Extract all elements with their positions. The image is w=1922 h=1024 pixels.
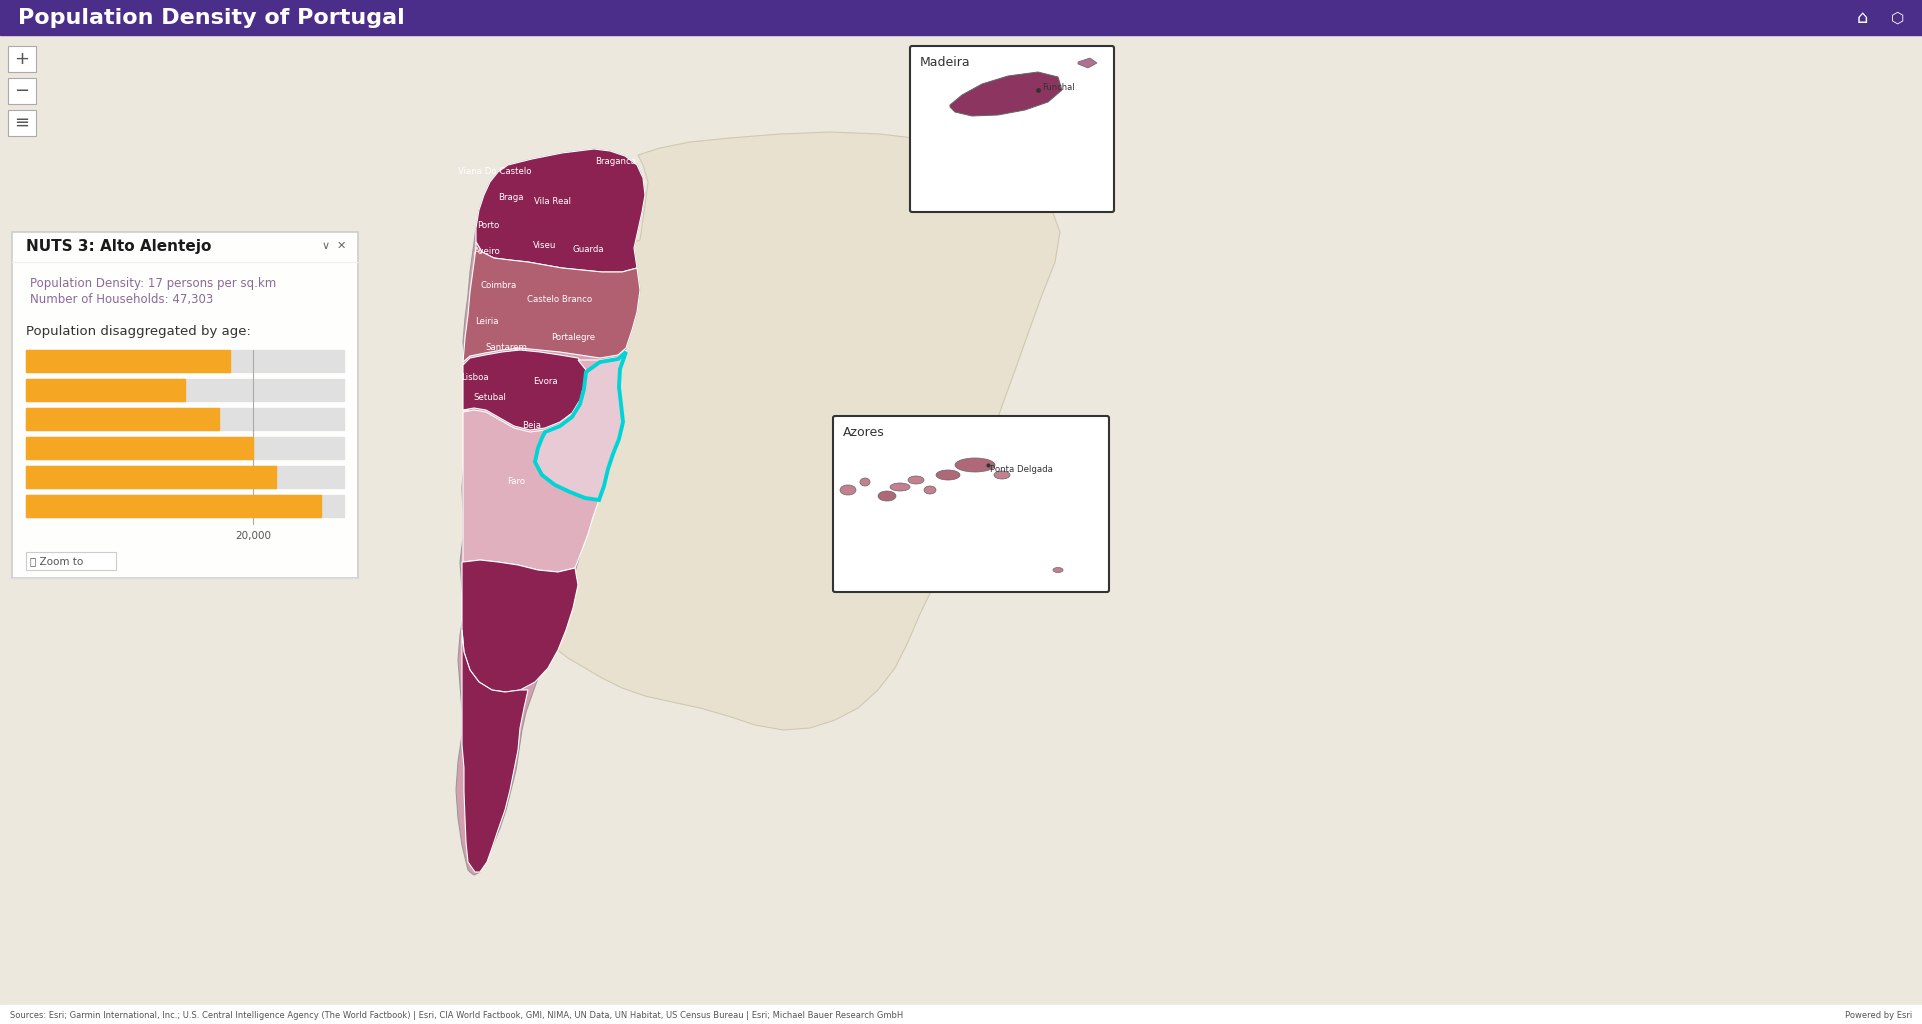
Bar [0, 0, 1922, 35]
Text: ⌂: ⌂ [1857, 9, 1868, 27]
Text: Ponta Delgada: Ponta Delgada [990, 466, 1053, 474]
Ellipse shape [1053, 567, 1063, 572]
Text: Number of Households: 47,303: Number of Households: 47,303 [31, 294, 213, 306]
FancyBboxPatch shape [909, 46, 1115, 212]
FancyBboxPatch shape [832, 416, 1109, 592]
Polygon shape [949, 72, 1063, 116]
Text: ⬡: ⬡ [1891, 10, 1905, 26]
Text: −: − [15, 82, 29, 100]
Bar [27, 437, 254, 459]
Text: +: + [15, 50, 29, 68]
Polygon shape [461, 630, 529, 872]
Text: Population Density of Portugal: Population Density of Portugal [17, 8, 406, 28]
Ellipse shape [936, 470, 959, 480]
Polygon shape [1078, 58, 1097, 68]
Text: Sources: Esri; Garmin International, Inc.; U.S. Central Intelligence Agency (The: Sources: Esri; Garmin International, Inc… [10, 1012, 903, 1021]
Polygon shape [477, 150, 646, 272]
Text: Aveiro: Aveiro [473, 248, 500, 256]
Bar [8, 78, 37, 104]
Bar [27, 379, 185, 401]
Text: Viseu: Viseu [532, 241, 557, 250]
Text: Faro: Faro [507, 477, 525, 486]
Ellipse shape [924, 486, 936, 494]
Polygon shape [548, 132, 1061, 730]
Text: Coimbra: Coimbra [480, 281, 517, 290]
Bar [0, 1005, 1922, 1024]
Polygon shape [461, 560, 579, 692]
Ellipse shape [994, 471, 1009, 479]
Text: Population disaggregated by age:: Population disaggregated by age: [27, 326, 252, 339]
Bar [27, 379, 344, 401]
Text: Braganca: Braganca [596, 158, 636, 167]
Polygon shape [463, 242, 640, 362]
Polygon shape [463, 350, 627, 572]
Text: Setubal: Setubal [473, 393, 505, 402]
Bar [27, 466, 277, 488]
Bar [27, 408, 344, 430]
Text: Lisboa: Lisboa [461, 374, 488, 383]
Text: Evora: Evora [532, 378, 557, 386]
Bar [27, 350, 344, 372]
Text: 20,000: 20,000 [234, 531, 271, 541]
Bar [8, 110, 37, 136]
Bar [27, 408, 219, 430]
Text: Funchal: Funchal [1042, 84, 1074, 92]
Text: Madeira: Madeira [921, 55, 971, 69]
Bar [8, 46, 37, 72]
Polygon shape [463, 350, 586, 430]
Bar [27, 552, 115, 570]
Text: ≡: ≡ [15, 114, 29, 132]
Text: Azores: Azores [844, 426, 884, 438]
Text: ✕: ✕ [336, 241, 346, 251]
Text: ∨: ∨ [321, 241, 331, 251]
Bar [27, 495, 321, 517]
Text: Santarem: Santarem [484, 343, 527, 352]
Text: NUTS 3: Alto Alentejo: NUTS 3: Alto Alentejo [27, 239, 211, 254]
Text: Braga: Braga [498, 193, 525, 202]
Bar [27, 437, 344, 459]
Text: Porto: Porto [477, 220, 500, 229]
Bar [27, 495, 344, 517]
Ellipse shape [878, 490, 896, 501]
Text: Vila Real: Vila Real [534, 198, 571, 207]
Ellipse shape [907, 476, 924, 484]
Bar [27, 466, 344, 488]
Text: Leiria: Leiria [475, 317, 498, 327]
Text: Powered by Esri: Powered by Esri [1845, 1012, 1912, 1021]
Text: 🔍 Zoom to: 🔍 Zoom to [31, 556, 83, 566]
Text: Viana Do Castelo: Viana Do Castelo [457, 168, 532, 176]
Polygon shape [534, 352, 627, 500]
Text: Portalegre: Portalegre [552, 334, 596, 342]
Text: Beja: Beja [523, 421, 542, 429]
Ellipse shape [955, 458, 996, 472]
Bar [27, 350, 231, 372]
FancyBboxPatch shape [12, 232, 357, 578]
Ellipse shape [840, 485, 855, 495]
Polygon shape [456, 150, 646, 874]
Text: Population Density: 17 persons per sq.km: Population Density: 17 persons per sq.km [31, 278, 277, 291]
Text: Guarda: Guarda [573, 246, 604, 255]
Ellipse shape [890, 483, 909, 490]
Ellipse shape [859, 478, 871, 486]
Text: Castelo Branco: Castelo Branco [527, 296, 592, 304]
